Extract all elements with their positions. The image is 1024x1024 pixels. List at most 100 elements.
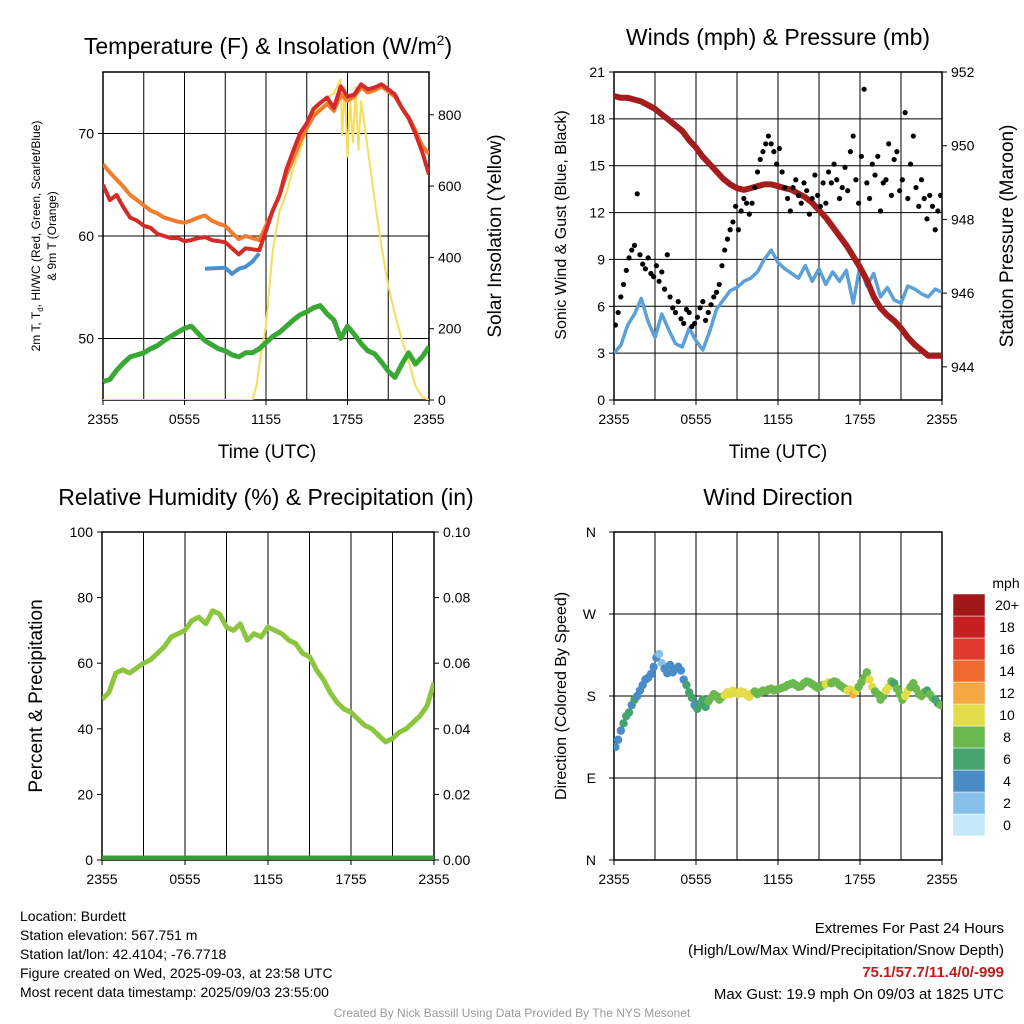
- gust-point: [897, 188, 903, 194]
- gust-point: [730, 219, 736, 225]
- y-tick-label: 18: [589, 111, 605, 127]
- gust-point: [795, 192, 802, 198]
- figure-created: Figure created on Wed, 2025-09-03, at 23…: [20, 965, 333, 981]
- gust-point: [877, 208, 884, 214]
- max-gust: Max Gust: 19.9 mph On 09/03 at 1825 UTC: [713, 986, 1004, 1003]
- gust-point: [614, 322, 618, 328]
- winds-panel: Winds (mph) & Pressure (mb) 0 3 6 9 12 15 18 21…: [553, 24, 1018, 463]
- gust-point: [672, 309, 679, 316]
- colorbar-label: 2: [1003, 795, 1011, 811]
- temperature-y-ticks: 50 60 70: [78, 126, 103, 347]
- gust-point: [623, 267, 629, 273]
- gust-point: [661, 286, 668, 292]
- colorbar-label: 18: [999, 619, 1015, 635]
- temperature-title: Temperature (F) & Insolation (W/m2): [84, 32, 452, 59]
- gust-point: [869, 161, 875, 167]
- humidity-y-ticks: 0 20 40 60 80 100: [70, 524, 102, 868]
- y-tick-label: 0: [597, 392, 605, 408]
- humidity-title: Relative Humidity (%) & Precipitation (i…: [58, 484, 473, 510]
- colorbar-label: 14: [999, 663, 1015, 679]
- gust-point: [858, 153, 864, 159]
- gust-point: [891, 156, 897, 163]
- gust-point: [820, 180, 826, 186]
- temperature-y-axis-label: 2m T, Td, HI/WC (Red, Green, Scarlet/Blu…: [29, 121, 45, 352]
- winds-y-ticks: 0 3 6 9 12 15 18 21: [589, 64, 614, 408]
- y-tick-label: E: [587, 770, 596, 786]
- y2-tick-label: 952: [951, 64, 975, 80]
- temperature-2m-line: [103, 82, 429, 257]
- gust-point: [664, 252, 670, 258]
- gust-point: [872, 172, 878, 178]
- x-tick-label: 1155: [251, 411, 281, 427]
- gust-point: [842, 164, 848, 170]
- gust-point: [902, 110, 908, 116]
- colorbar-label: 8: [1003, 729, 1011, 745]
- colorbar-swatch: [952, 615, 986, 639]
- gust-point: [656, 278, 662, 284]
- gust-point: [888, 192, 895, 198]
- x-tick-label: 0555: [169, 411, 200, 427]
- winds-x-axis-label: Time (UTC): [729, 442, 828, 463]
- gust-point: [645, 255, 651, 261]
- direction-title: Wind Direction: [703, 484, 853, 510]
- gust-point: [866, 195, 873, 202]
- gust-point: [938, 192, 942, 198]
- gust-point: [757, 156, 763, 163]
- direction-point: [624, 708, 634, 717]
- gust-point: [771, 149, 777, 155]
- gust-point: [836, 195, 843, 202]
- station-info: Location: Burdett Station elevation: 567…: [20, 907, 333, 1002]
- gust-point: [823, 200, 829, 206]
- direction-point: [614, 735, 623, 744]
- gust-point: [905, 195, 911, 202]
- gust-point: [790, 184, 796, 191]
- y-tick-label: 100: [70, 524, 94, 540]
- direction-point: [865, 675, 874, 684]
- gust-point: [812, 172, 818, 178]
- colorbar-swatch: [952, 637, 986, 661]
- gust-point: [935, 208, 941, 214]
- direction-y-axis-label: Direction (Colored By Speed): [553, 592, 570, 800]
- gust-point: [615, 309, 621, 316]
- gust-point: [779, 169, 785, 175]
- gust-point: [765, 133, 772, 139]
- gust-point: [932, 227, 938, 233]
- gust-point: [746, 211, 752, 217]
- y2-tick-label: 0: [438, 392, 446, 408]
- colorbar-label: 4: [1003, 773, 1011, 789]
- gust-point: [735, 227, 741, 233]
- x-tick-label: 2355: [86, 871, 117, 887]
- gust-point: [916, 203, 922, 209]
- gust-point: [738, 208, 744, 214]
- x-tick-label: 2355: [926, 871, 957, 887]
- direction-point: [676, 666, 686, 675]
- x-tick-label: 1155: [253, 871, 283, 887]
- colorbar-swatch: [952, 747, 986, 771]
- gust-point: [667, 294, 673, 300]
- y2-tick-label: 950: [951, 138, 975, 154]
- extremes-title: Extremes For Past 24 Hours: [814, 920, 1004, 937]
- gust-point: [716, 281, 722, 288]
- direction-x-ticks: 2355 0555 1155 1755 2355: [598, 860, 958, 887]
- temperature-panel: Temperature (F) & Insolation (W/m2) 50 60…: [29, 32, 506, 463]
- direction-markers: [614, 649, 942, 752]
- gust-point: [924, 216, 930, 222]
- gust-point: [834, 177, 840, 183]
- gust-point: [700, 299, 706, 305]
- gust-point: [801, 180, 807, 186]
- gust-point: [927, 192, 933, 198]
- gust-point: [831, 161, 837, 167]
- gust-point: [640, 261, 646, 267]
- gust-point: [809, 195, 815, 202]
- gust-point: [749, 200, 755, 206]
- y-tick-label: N: [586, 852, 596, 868]
- x-tick-label: 2355: [418, 871, 449, 887]
- y-tick-label: 3: [597, 345, 605, 361]
- insolation-line: [103, 78, 429, 400]
- gust-point: [883, 177, 889, 183]
- y-tick-label: 9: [597, 251, 605, 267]
- x-tick-label: 1755: [332, 411, 363, 427]
- y2-tick-label: 0.08: [443, 590, 470, 606]
